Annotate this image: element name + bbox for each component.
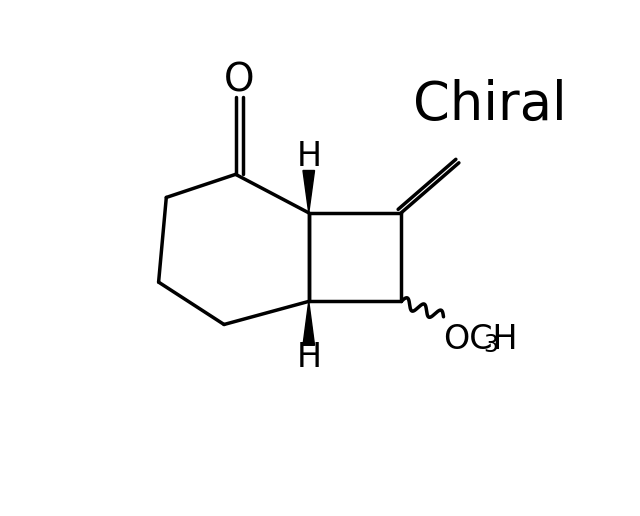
Text: H: H — [296, 341, 321, 374]
Text: OCH: OCH — [444, 324, 518, 357]
Text: 3: 3 — [484, 332, 499, 357]
Text: Chiral: Chiral — [413, 79, 566, 131]
Polygon shape — [303, 170, 314, 213]
Polygon shape — [303, 301, 314, 345]
Text: H: H — [296, 140, 321, 173]
Text: O: O — [223, 61, 254, 100]
